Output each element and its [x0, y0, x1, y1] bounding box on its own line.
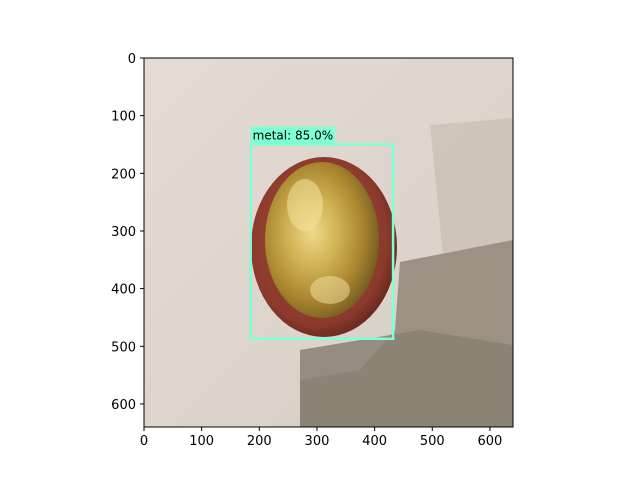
photo-image — [144, 58, 513, 427]
detection-label: metal: 85.0% — [253, 128, 333, 142]
detection-layer: metal: 85.0% — [249, 126, 395, 341]
y-axis-ticks: 0 100 200 300 400 500 600 — [111, 52, 144, 413]
x-tick-label: 300 — [305, 434, 330, 449]
lid-reflection — [310, 276, 350, 304]
y-tick-label: 300 — [111, 225, 136, 240]
x-tick-label: 500 — [420, 434, 445, 449]
y-tick-label: 500 — [111, 340, 136, 355]
shadow-right-upper — [430, 118, 513, 275]
x-tick-label: 100 — [189, 434, 214, 449]
x-tick-label: 600 — [478, 434, 503, 449]
axes-frame — [143, 57, 514, 428]
detection-label-background — [250, 126, 336, 144]
x-tick-label: 200 — [247, 434, 272, 449]
x-tick-label: 0 — [140, 434, 148, 449]
shadow-lower — [300, 330, 513, 427]
y-tick-label: 100 — [111, 110, 136, 125]
lid-highlight — [287, 179, 323, 231]
x-axis-ticks: 0 100 200 300 400 500 600 — [140, 427, 502, 449]
detection-box — [249, 143, 395, 341]
y-tick-label: 200 — [111, 167, 136, 182]
x-tick-label: 400 — [362, 434, 387, 449]
y-tick-label: 0 — [128, 52, 136, 67]
y-tick-label: 600 — [111, 398, 136, 413]
y-tick-label: 400 — [111, 283, 136, 298]
